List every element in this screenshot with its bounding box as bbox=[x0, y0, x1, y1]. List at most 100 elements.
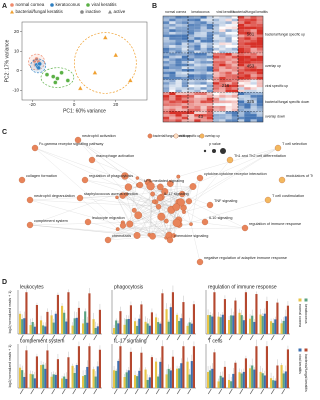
heatmap-cell bbox=[169, 84, 176, 88]
bar bbox=[176, 368, 179, 388]
heatmap-cell bbox=[163, 53, 170, 56]
heatmap-cell bbox=[225, 92, 232, 96]
gene-label-stub bbox=[72, 388, 77, 395]
heatmap-cell bbox=[256, 92, 264, 96]
heatmap-cell bbox=[238, 108, 245, 112]
heatmap-cell bbox=[175, 58, 182, 62]
point bbox=[77, 85, 83, 91]
network-node bbox=[185, 198, 193, 205]
heatmap-cell bbox=[213, 29, 220, 32]
section-count: 43 bbox=[198, 114, 204, 119]
heatmap-cell bbox=[238, 55, 245, 59]
network-node bbox=[121, 172, 129, 180]
bar bbox=[94, 376, 97, 388]
bar bbox=[263, 375, 266, 388]
bar bbox=[255, 346, 258, 388]
heatmap-cell bbox=[231, 82, 239, 85]
heatmap-cell bbox=[213, 16, 220, 19]
heatmap-cell bbox=[231, 103, 239, 107]
heatmap-cell bbox=[250, 23, 257, 27]
heatmap-cell bbox=[163, 47, 170, 51]
heatmap-cell bbox=[256, 114, 264, 117]
point bbox=[36, 65, 41, 70]
section-label: bacterial/fungal specific down bbox=[265, 100, 309, 104]
heatmap-cell bbox=[256, 103, 264, 107]
heatmap-cell bbox=[219, 92, 226, 96]
term-label: regulation of phagocytosis bbox=[89, 174, 133, 178]
heatmap-cell bbox=[206, 42, 214, 46]
gene-label-stub bbox=[207, 334, 212, 341]
heatmap-cell bbox=[231, 105, 239, 109]
heatmap-cell bbox=[244, 47, 251, 51]
heatmap-cell bbox=[169, 103, 176, 107]
bar bbox=[272, 322, 275, 334]
heatmap-cell bbox=[238, 111, 245, 115]
heatmap-cell bbox=[194, 34, 201, 38]
network-edge bbox=[116, 197, 130, 225]
bar bbox=[67, 292, 70, 334]
bar bbox=[286, 305, 289, 334]
bar bbox=[157, 376, 160, 388]
heatmap-cell bbox=[250, 79, 257, 83]
heatmap-cell bbox=[206, 108, 214, 112]
heatmap-cell bbox=[188, 31, 195, 35]
heatmap-cell bbox=[175, 87, 182, 90]
bar bbox=[150, 312, 153, 334]
network-node bbox=[164, 218, 169, 224]
heatmap-cell bbox=[163, 74, 170, 78]
heatmap-cell bbox=[188, 21, 195, 25]
heatmap-cell bbox=[188, 105, 195, 109]
heatmap-cell bbox=[181, 29, 189, 32]
network-edge bbox=[137, 177, 181, 203]
bar bbox=[282, 373, 285, 388]
bar bbox=[54, 374, 57, 388]
heatmap-cell bbox=[181, 116, 189, 120]
heatmap-cell bbox=[238, 69, 245, 72]
gene-label-stub bbox=[124, 334, 129, 341]
heatmap-cell bbox=[194, 108, 201, 112]
heatmap-cell bbox=[219, 103, 226, 107]
network-node bbox=[157, 183, 164, 191]
heatmap-cell bbox=[163, 119, 170, 123]
heatmap-cell bbox=[219, 69, 226, 72]
heatmap-cell bbox=[231, 37, 239, 40]
heatmap-cell bbox=[238, 34, 245, 38]
heatmap-cell bbox=[188, 61, 195, 64]
heatmap-cell bbox=[231, 34, 239, 38]
gene-label-stub bbox=[281, 388, 286, 395]
heatmap-cell bbox=[213, 31, 220, 35]
heatmap-cell bbox=[225, 119, 232, 123]
heatmap-cell bbox=[194, 87, 201, 90]
legend-label: normal cornea bbox=[16, 2, 45, 7]
legend-label: active bbox=[114, 9, 126, 14]
heatmap-cell bbox=[169, 21, 176, 25]
heatmap-cell bbox=[163, 97, 170, 101]
heatmap-cell bbox=[163, 71, 170, 75]
network-node bbox=[74, 136, 82, 144]
heatmap-cell bbox=[244, 92, 251, 96]
bar bbox=[217, 316, 220, 334]
heatmap-cell bbox=[194, 74, 201, 78]
heatmap-cell bbox=[188, 74, 195, 78]
heatmap-cell bbox=[163, 18, 170, 22]
bar bbox=[188, 322, 191, 334]
network-edge bbox=[126, 194, 170, 236]
heatmap-cell bbox=[238, 50, 245, 54]
heatmap-cell bbox=[163, 37, 170, 40]
heatmap-cell bbox=[213, 119, 220, 123]
bar bbox=[176, 314, 179, 334]
gene-label-stub bbox=[281, 334, 286, 341]
bar bbox=[92, 369, 95, 388]
heatmap-cell bbox=[194, 61, 201, 64]
bar bbox=[25, 292, 28, 334]
bar bbox=[33, 326, 36, 334]
heatmap-cell bbox=[188, 37, 195, 40]
heatmap-cell bbox=[225, 42, 232, 46]
heatmap-cell bbox=[219, 79, 226, 83]
heatmap-cell bbox=[213, 108, 220, 112]
heatmap-cell bbox=[250, 29, 257, 32]
network-edge bbox=[176, 147, 279, 208]
heatmap-cell bbox=[219, 97, 226, 101]
network-edge bbox=[138, 215, 171, 241]
bar bbox=[123, 324, 126, 334]
